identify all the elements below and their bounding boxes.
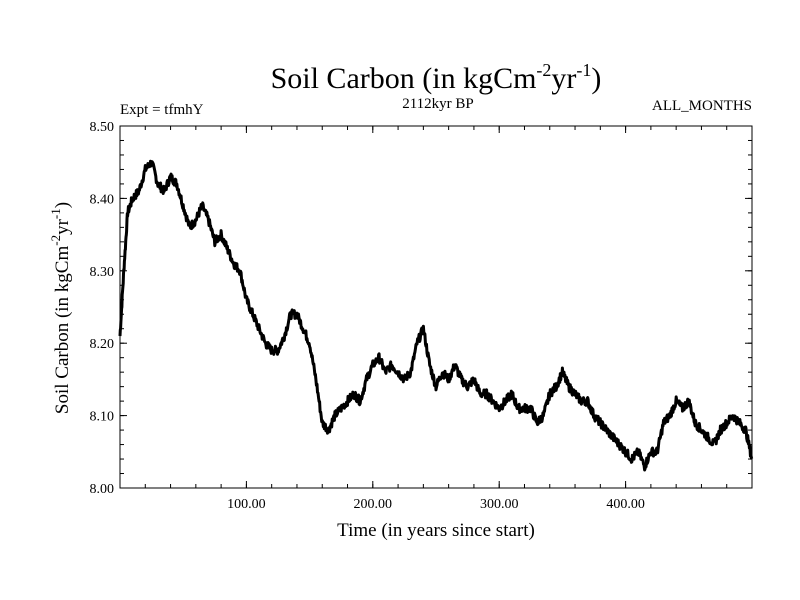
experiment-label: Expt = tfmhY <box>120 102 204 118</box>
x-axis-label: Time (in years since start) <box>337 520 535 541</box>
chart-title: Soil Carbon (in kgCm-2yr-1) <box>271 60 602 95</box>
y-tick-label: 8.00 <box>90 482 115 497</box>
y-tick-label: 8.50 <box>90 120 115 135</box>
x-tick-label: 400.00 <box>606 497 645 512</box>
x-tick-label: 100.00 <box>227 497 266 512</box>
y-tick-label: 8.10 <box>90 410 115 425</box>
months-label: ALL_MONTHS <box>652 98 752 114</box>
y-tick-label: 8.20 <box>90 337 115 352</box>
y-tick-label: 8.40 <box>90 192 115 207</box>
period-label: 2112kyr BP <box>402 96 474 112</box>
y-tick-label: 8.30 <box>90 265 115 280</box>
y-axis-label: Soil Carbon (in kgCm-2yr-1) <box>48 202 73 414</box>
axis-ticks: 8.00 8.10 8.20 8.30 8.40 8.50 100.00 200.00 300.… <box>90 120 752 512</box>
plot-frame <box>119 125 753 489</box>
x-tick-label: 300.00 <box>480 497 519 512</box>
soil-carbon-series-line <box>118 159 754 472</box>
x-tick-label: 200.00 <box>354 497 393 512</box>
